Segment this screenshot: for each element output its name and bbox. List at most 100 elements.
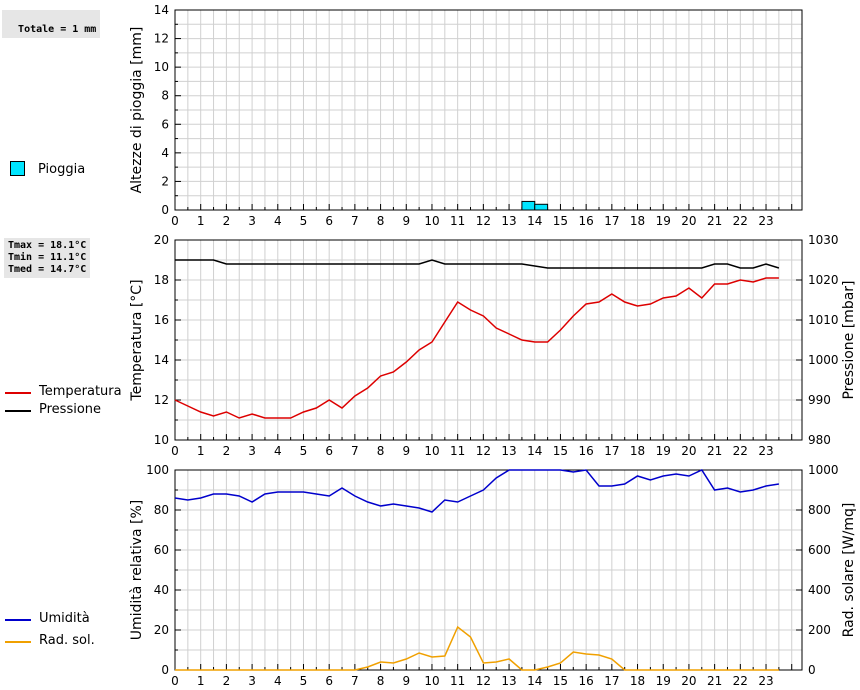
x-tick-label: 10 [424,444,439,458]
rain-swatch [10,161,25,176]
x-tick-label: 4 [274,674,282,688]
x-tick-label: 6 [325,444,333,458]
x-tick-label: 12 [476,444,491,458]
x-tick-label: 12 [476,214,491,228]
legend-temperature-label: Temperatura [39,384,122,399]
x-tick-label: 1 [197,444,205,458]
x-tick-label: 1 [197,214,205,228]
x-tick-label: 2 [223,444,231,458]
x-tick-label: 14 [527,674,542,688]
humidity-line [174,469,780,513]
chart-panel-3: 0 1 2 3 4 5 6 7 8 9 10 11 12 13 14 15 16 17 18 19 20 21 22 2302… [129,463,857,688]
y-right-tick-label: 600 [808,543,831,557]
x-tick-label: 13 [501,214,516,228]
legend-radiation: Rad. sol. [5,633,125,651]
y-tick-label: 60 [154,543,169,557]
x-tick-label: 8 [377,214,385,228]
x-tick-label: 5 [300,674,308,688]
x-tick-label: 11 [450,444,465,458]
x-tick-label: 20 [681,214,696,228]
y-tick-label: 18 [154,273,169,287]
pressure-swatch [5,410,31,412]
x-tick-label: 16 [579,444,594,458]
x-tick-label: 2 [223,674,231,688]
x-tick-label: 13 [501,674,516,688]
chart-panel-1: 0 1 2 3 4 5 6 7 8 9 10 11 12 13 14 15 16 17 18 19 20 21 22 2302… [129,3,803,228]
y-right-tick-label: 1010 [808,313,839,327]
y-axis-label: Umidità relativa [%] [129,500,145,641]
y-right-tick-label: 1030 [808,233,839,247]
y-tick-label: 8 [161,89,169,103]
legend-radiation-label: Rad. sol. [39,633,95,648]
radiation-line [175,625,779,671]
y-right-tick-label: 1000 [808,353,839,367]
y-tick-label: 6 [161,117,169,131]
x-tick-label: 19 [656,674,671,688]
x-tick-label: 17 [604,674,619,688]
y-tick-label: 4 [161,146,169,160]
legend-pressure: Pressione [5,402,125,420]
y-axis-label: Temperatura [°C] [129,279,145,401]
temperature-line [174,277,779,419]
legend-humidity: Umidità [5,611,125,629]
tmin-text: Tmin = 11.1°C [8,252,87,263]
x-tick-label: 16 [579,214,594,228]
x-tick-label: 5 [300,444,308,458]
x-tick-label: 11 [450,214,465,228]
x-tick-label: 3 [248,214,256,228]
x-tick-label: 17 [604,444,619,458]
x-tick-label: 5 [300,214,308,228]
y-right-tick-label: 980 [808,433,831,447]
x-tick-label: 3 [248,444,256,458]
x-tick-label: 2 [223,214,231,228]
legend-temperature: Temperatura [5,384,125,402]
x-tick-label: 21 [707,214,722,228]
x-tick-label: 15 [553,674,568,688]
x-tick-label: 20 [681,674,696,688]
x-tick-label: 23 [758,214,773,228]
x-tick-label: 23 [758,674,773,688]
x-tick-label: 3 [248,674,256,688]
chart-panel-2: 0 1 2 3 4 5 6 7 8 9 10 11 12 13 14 15 16 17 18 19 20 21 22 2310… [129,233,857,458]
x-tick-label: 14 [527,444,542,458]
x-tick-label: 17 [604,214,619,228]
y-tick-label: 12 [154,393,169,407]
legend-rain: Pioggia [10,160,120,180]
x-tick-label: 18 [630,444,645,458]
rain-total-text: Totale = 1 mm [18,24,97,35]
x-tick-label: 8 [377,674,385,688]
x-tick-label: 21 [707,674,722,688]
temperature-swatch [5,392,31,394]
y-right-axis-label: Rad. solare [W/mq] [841,503,857,638]
tmed-text: Tmed = 14.7°C [8,264,87,275]
x-tick-label: 0 [171,214,179,228]
y-right-tick-label: 800 [808,503,831,517]
legend-humidity-label: Umidità [39,611,90,626]
humidity-swatch [5,619,31,621]
x-tick-label: 4 [274,214,282,228]
x-tick-label: 6 [325,214,333,228]
x-tick-label: 15 [553,214,568,228]
y-tick-label: 14 [154,353,169,367]
x-tick-label: 23 [758,444,773,458]
y-tick-label: 20 [154,623,169,637]
rain-bar [534,203,549,211]
x-tick-label: 12 [476,674,491,688]
x-tick-label: 15 [553,444,568,458]
radiation-swatch [5,641,31,643]
x-tick-label: 19 [656,444,671,458]
temperature-stats-box: Tmax = 18.1°C Tmin = 11.1°C Tmed = 14.7°… [4,238,91,278]
x-tick-label: 9 [402,674,410,688]
x-tick-label: 21 [707,444,722,458]
pressure-line [175,259,780,269]
y-tick-label: 2 [161,174,169,188]
x-tick-label: 4 [274,444,282,458]
x-tick-label: 18 [630,214,645,228]
rain-bar [521,200,536,211]
y-right-tick-label: 400 [808,583,831,597]
legend-rain-label: Pioggia [38,162,86,177]
x-tick-label: 18 [630,674,645,688]
x-tick-label: 7 [351,674,359,688]
y-tick-label: 40 [154,583,169,597]
x-tick-label: 14 [527,214,542,228]
